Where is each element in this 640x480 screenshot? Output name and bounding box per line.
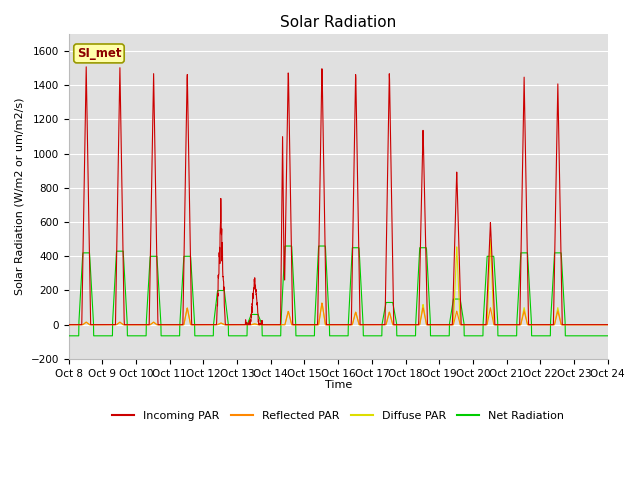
X-axis label: Time: Time	[324, 380, 352, 390]
Legend: Incoming PAR, Reflected PAR, Diffuse PAR, Net Radiation: Incoming PAR, Reflected PAR, Diffuse PAR…	[108, 407, 568, 426]
Y-axis label: Solar Radiation (W/m2 or um/m2/s): Solar Radiation (W/m2 or um/m2/s)	[15, 97, 25, 295]
Title: Solar Radiation: Solar Radiation	[280, 15, 396, 30]
Text: SI_met: SI_met	[77, 47, 121, 60]
